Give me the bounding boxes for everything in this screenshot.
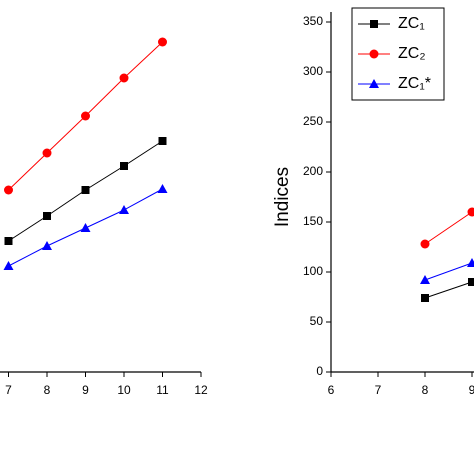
marker — [420, 275, 430, 284]
marker — [158, 37, 167, 47]
marker — [42, 241, 52, 250]
x-tick-label: 11 — [156, 383, 169, 397]
x-tick-label: 7 — [375, 383, 382, 397]
marker — [42, 148, 52, 158]
marker — [119, 205, 129, 214]
marker — [81, 111, 90, 121]
x-tick-label: 9 — [469, 383, 474, 397]
x-tick-label: 6 — [328, 383, 335, 397]
legend-label: ZC₁ — [398, 15, 425, 32]
marker — [369, 79, 379, 88]
x-tick-label: 7 — [5, 383, 12, 397]
x-tick-label: 8 — [422, 383, 429, 397]
y-tick-label: 150 — [303, 214, 323, 228]
series-line — [424, 281, 473, 299]
marker — [157, 184, 168, 193]
x-tick-label: 10 — [117, 383, 131, 397]
marker — [467, 258, 474, 267]
plot: 7 8 9 10 11 12 — [0, 37, 208, 397]
y-tick-label: 50 — [310, 314, 324, 328]
marker — [81, 186, 90, 194]
marker — [4, 185, 13, 195]
marker — [43, 212, 51, 220]
y-axis-label: Indices — [272, 167, 293, 227]
x-tick-label: 9 — [82, 383, 89, 397]
marker — [120, 162, 128, 170]
marker — [4, 237, 13, 245]
y-tick-label: 350 — [303, 14, 323, 28]
series-line — [424, 211, 473, 245]
x-tick-label: 8 — [44, 383, 51, 397]
marker — [420, 239, 430, 249]
y-tick-label: 0 — [316, 364, 323, 378]
marker — [158, 137, 167, 145]
marker — [3, 261, 14, 270]
marker — [369, 49, 379, 59]
legend-label: ZC₂ — [398, 45, 426, 62]
series-line — [424, 262, 473, 281]
marker — [80, 223, 91, 232]
marker — [119, 73, 129, 83]
marker — [467, 207, 474, 217]
y-tick-label: 250 — [303, 114, 323, 128]
marker — [421, 294, 429, 302]
y-tick-label: 300 — [303, 64, 323, 78]
y-tick-label: 100 — [303, 264, 323, 278]
x-tick-label: 12 — [194, 383, 208, 397]
plot: 6 7 8 9 0 50 100 150 200 250 300 350 Indices ZC₁ ZC₂ ZC… — [272, 7, 474, 397]
y-tick-label: 200 — [303, 164, 323, 178]
legend-label: ZC₁* — [398, 75, 431, 92]
marker — [370, 20, 378, 28]
marker — [468, 278, 474, 286]
